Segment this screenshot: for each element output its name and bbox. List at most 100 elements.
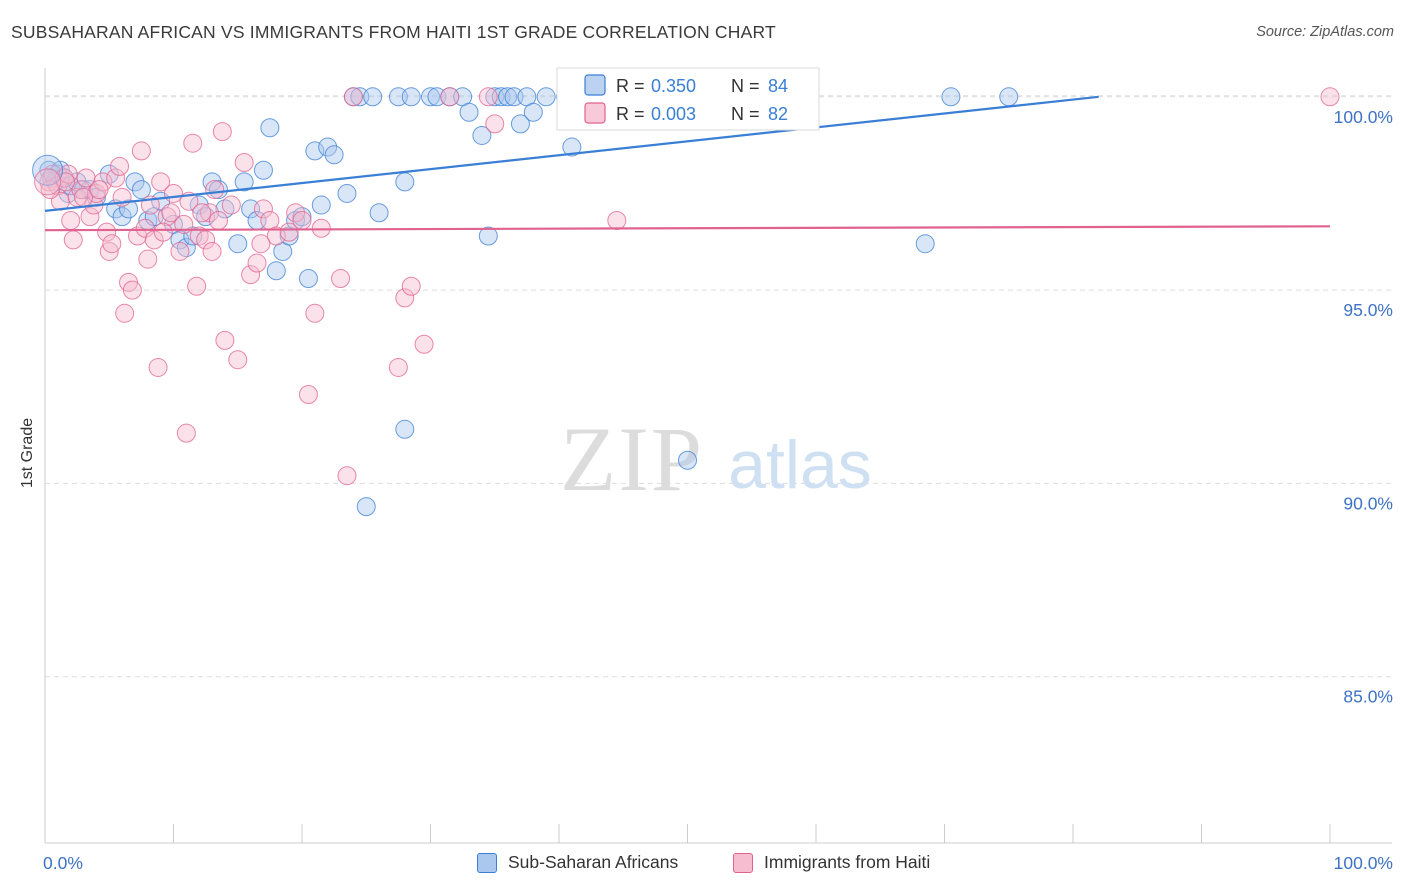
point-subsaharan	[234, 172, 254, 192]
point-haiti	[89, 180, 109, 200]
chart-title: SUBSAHARAN AFRICAN VS IMMIGRANTS FROM HA…	[11, 22, 776, 42]
legend-n-value-blue: 84	[768, 76, 788, 96]
point-haiti	[115, 303, 135, 323]
source-label: Source: ZipAtlas.com	[1256, 24, 1394, 40]
point-subsaharan	[401, 87, 421, 107]
point-haiti	[110, 156, 130, 176]
series-swatch-subsaharan	[477, 852, 497, 873]
point-subsaharan	[189, 195, 209, 215]
point-subsaharan	[510, 114, 530, 134]
point-haiti	[228, 350, 248, 370]
axis-layer: 85.0% 90.0% 95.0% 100.0% 0.0% 100.0%	[43, 68, 1393, 873]
point-haiti	[131, 141, 151, 161]
x-tick-label-max: 100.0%	[1334, 853, 1393, 873]
watermark-atlas: atlas	[728, 427, 872, 503]
point-subsaharan	[131, 180, 151, 200]
point-haiti	[80, 207, 100, 227]
point-haiti	[478, 87, 498, 107]
point-subsaharan	[941, 87, 961, 107]
point-subsaharan	[498, 87, 518, 107]
point-haiti	[170, 241, 190, 261]
point-subsaharan	[324, 145, 344, 165]
point-haiti	[286, 203, 306, 223]
series-legend-item-haiti[interactable]: Immigrants from Haiti	[733, 852, 930, 873]
point-subsaharan	[337, 183, 357, 203]
point-haiti	[102, 234, 122, 254]
correlation-legend: R = 0.350 N = 84 R = 0.003 N = 82	[556, 67, 820, 131]
point-haiti	[63, 230, 83, 250]
point-haiti	[192, 203, 212, 223]
point-haiti	[343, 87, 363, 107]
point-haiti	[148, 357, 168, 377]
point-haiti	[234, 153, 254, 173]
y-tick-label: 100.0%	[1334, 107, 1393, 127]
point-haiti	[99, 241, 119, 261]
point-haiti	[485, 114, 505, 134]
point-haiti	[388, 357, 408, 377]
point-subsaharan	[915, 234, 935, 254]
point-haiti	[253, 199, 273, 219]
point-haiti	[122, 280, 142, 300]
legend-swatch-blue	[584, 74, 606, 96]
point-haiti	[208, 211, 228, 231]
legend-n-value-pink: 82	[768, 104, 788, 124]
point-haiti	[138, 249, 158, 269]
point-haiti	[58, 164, 78, 184]
y-tick-label: 95.0%	[1343, 300, 1393, 320]
point-subsaharan	[311, 195, 331, 215]
point-haiti	[187, 276, 207, 296]
point-subsaharan	[523, 102, 543, 122]
point-haiti	[61, 211, 81, 231]
point-haiti	[161, 203, 181, 223]
point-haiti	[251, 234, 271, 254]
point-subsaharan	[112, 207, 132, 227]
point-subsaharan	[536, 87, 556, 107]
legend-swatch-pink	[584, 102, 606, 124]
series-legend-label: Sub-Saharan Africans	[508, 852, 679, 872]
series-legend-label: Immigrants from Haiti	[764, 852, 931, 872]
point-haiti	[212, 122, 232, 142]
point-haiti	[215, 330, 235, 350]
point-subsaharan	[472, 125, 492, 145]
series-swatch-haiti	[733, 852, 753, 873]
point-subsaharan	[125, 172, 145, 192]
point-subsaharan	[298, 269, 318, 289]
point-subsaharan	[202, 172, 222, 192]
point-subsaharan	[369, 203, 389, 223]
point-subsaharan	[305, 141, 325, 161]
point-haiti	[305, 303, 325, 323]
trend-layer	[44, 95, 1331, 232]
point-subsaharan	[421, 87, 440, 107]
point-haiti	[401, 276, 421, 296]
trendline-subsaharan	[44, 95, 1099, 212]
point-haiti	[1320, 87, 1340, 107]
legend-r-label-pink: R =	[616, 104, 645, 124]
point-haiti	[202, 241, 222, 261]
point-subsaharan	[395, 419, 415, 439]
point-subsaharan	[478, 226, 498, 246]
point-subsaharan	[999, 87, 1019, 107]
point-haiti	[157, 207, 177, 227]
point-haiti	[292, 211, 312, 231]
point-haiti	[607, 211, 627, 231]
series-legend: Sub-Saharan Africans Immigrants from Hai…	[0, 852, 1406, 876]
point-haiti	[279, 222, 299, 242]
point-subsaharan	[356, 497, 376, 517]
point-haiti	[205, 180, 225, 200]
point-haiti	[440, 87, 460, 107]
point-subsaharan-cluster	[32, 154, 64, 186]
point-haiti	[414, 334, 434, 354]
point-haiti	[298, 385, 318, 405]
point-haiti	[196, 230, 216, 250]
y-axis-label: 1st Grade	[19, 418, 36, 488]
x-tick-label-min: 0.0%	[43, 853, 83, 873]
points-layer	[32, 87, 1340, 517]
series-legend-item-subsaharan[interactable]: Sub-Saharan Africans	[477, 852, 678, 873]
point-haiti	[331, 269, 351, 289]
point-subsaharan	[253, 160, 273, 180]
legend-r-value-pink: 0.003	[651, 104, 696, 124]
point-haiti	[247, 253, 267, 273]
point-haiti-cluster	[34, 168, 62, 196]
point-subsaharan	[678, 450, 697, 470]
